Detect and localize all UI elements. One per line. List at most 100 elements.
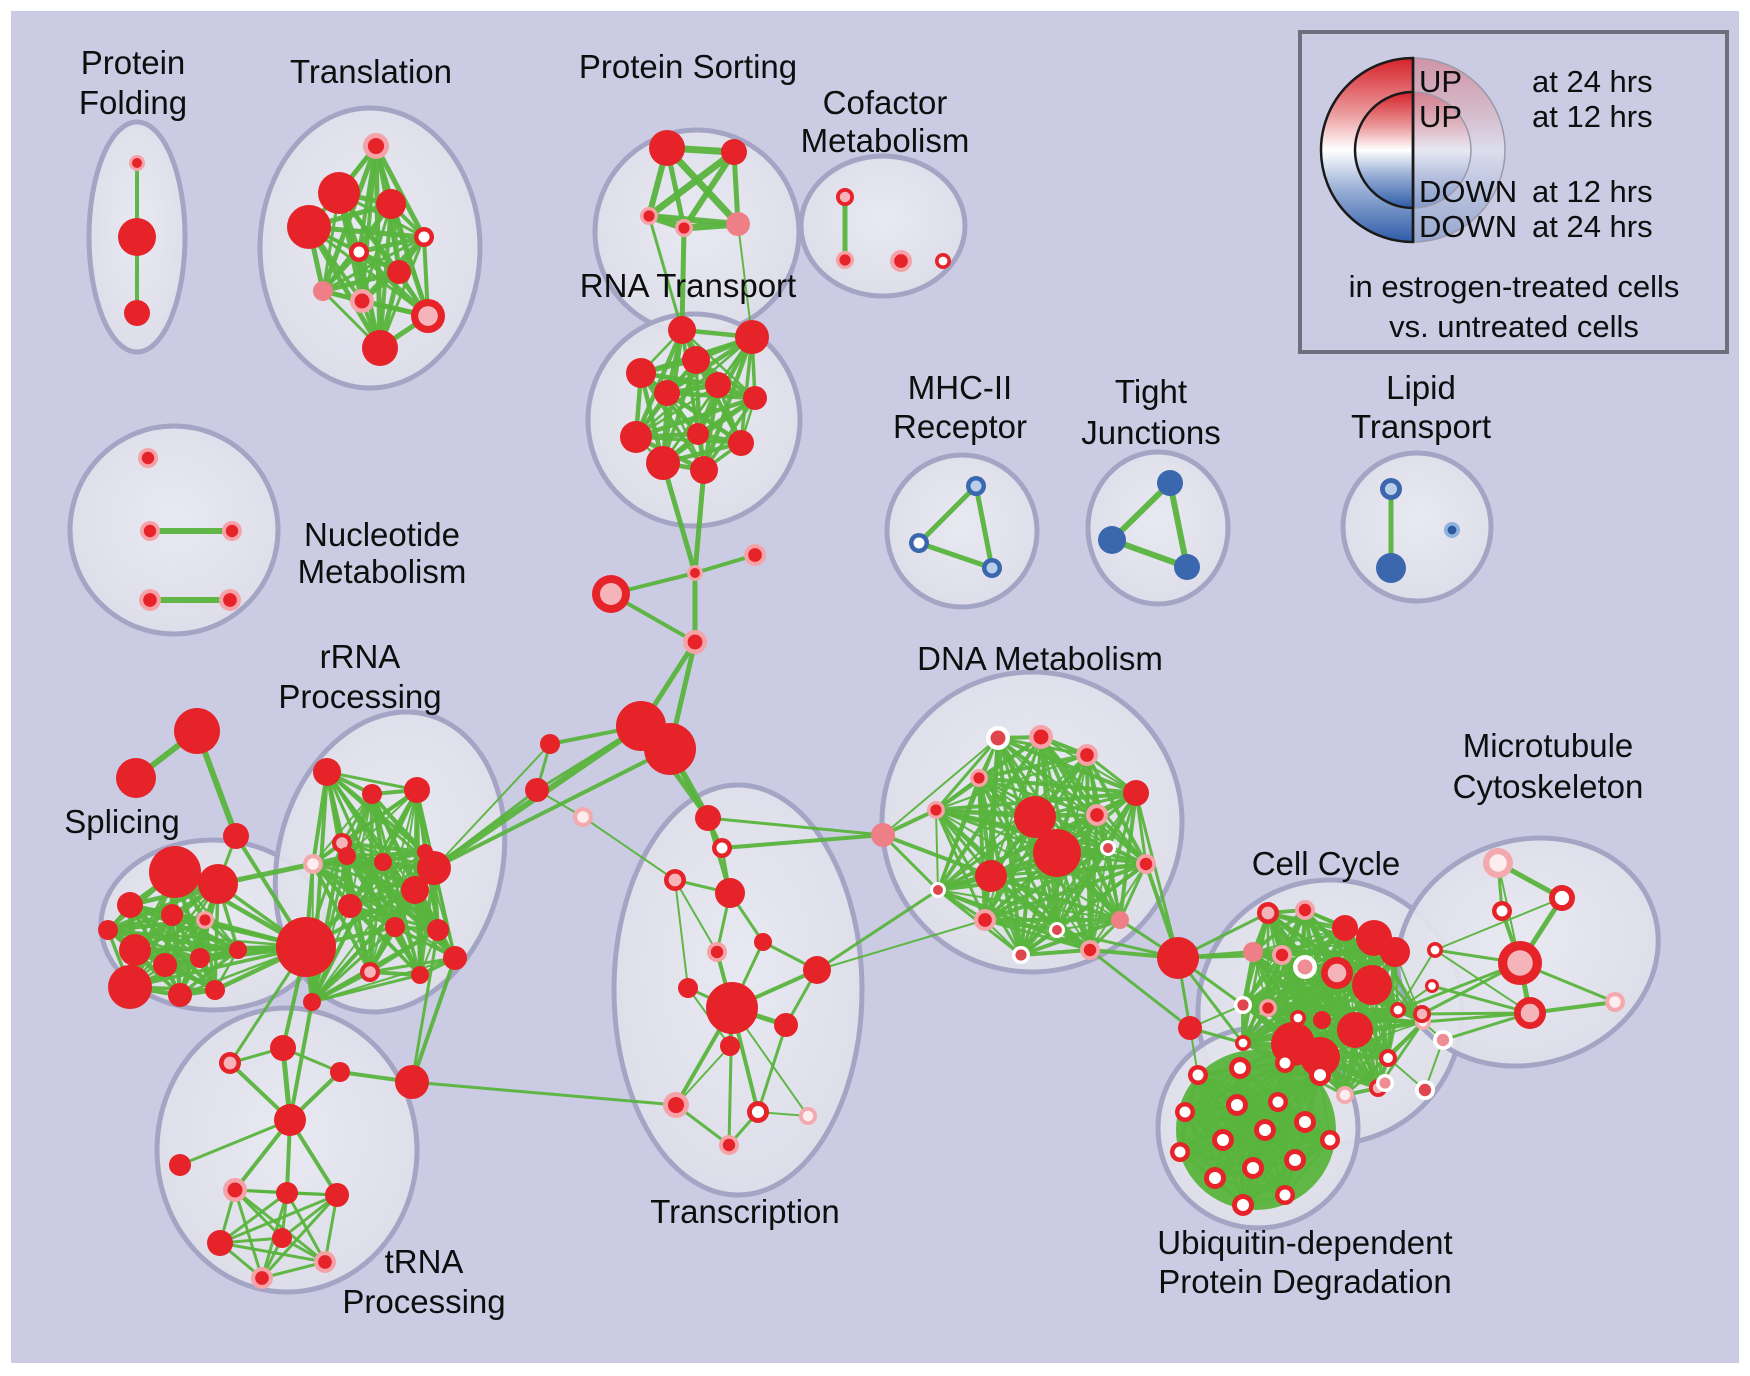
node-red (117, 892, 143, 918)
edge-ub (1183, 1061, 1287, 1114)
edge-cross-tx-dm (815, 888, 940, 972)
edge-mc (1434, 949, 1531, 1014)
node-pink (1243, 942, 1263, 962)
edge-dm (935, 809, 939, 891)
node-red-pinkring-core (973, 772, 985, 784)
node-red (1313, 1011, 1331, 1029)
edge-dm (936, 776, 981, 892)
edge-tn (233, 1188, 327, 1264)
edge-cross-cc-mc (1421, 1011, 1532, 1024)
legend-time-label: at 24 hrs (1532, 209, 1653, 244)
node-ring-lightpink-core (1609, 996, 1621, 1008)
node-red (325, 1183, 349, 1207)
node-red (303, 993, 321, 1011)
cluster-label-cm: Cofactor (823, 84, 948, 121)
edge-cross-tn-rr (288, 1000, 314, 1122)
node-red (1157, 937, 1199, 979)
legend-note: vs. untreated cells (1389, 309, 1639, 344)
edge-dm (1055, 846, 1110, 932)
legend-time-label: at 12 hrs (1532, 174, 1653, 209)
node-blue (1098, 526, 1126, 554)
node-blue (1376, 553, 1406, 583)
node-red-pinkring-core (132, 158, 142, 168)
node-whitering-red-core (1103, 843, 1113, 853)
legend-direction-label: DOWN (1419, 174, 1517, 209)
node-red (774, 1013, 798, 1037)
edge-rr (340, 841, 427, 854)
node-ring-white-core (418, 231, 430, 243)
edge-cc (1251, 936, 1376, 954)
edge-cc (1266, 1006, 1400, 1012)
cluster-label-dm: DNA Metabolism (917, 640, 1163, 677)
edge-dm (1019, 918, 1122, 957)
edge-dm (983, 862, 1148, 922)
node-red (116, 758, 156, 798)
node-blue (1157, 470, 1183, 496)
node-lightbluering-blue-core (1447, 525, 1457, 535)
node-red (318, 172, 360, 214)
node-red (644, 723, 696, 775)
cluster-label-tr: Translation (290, 53, 452, 90)
edge-ub (1184, 1074, 1321, 1113)
node-red-pinkring-core (1090, 808, 1104, 822)
node-ring-white-core (1192, 1069, 1204, 1081)
node-red-pinkring-core (748, 548, 762, 562)
node-red-pinkring-core (318, 1255, 332, 1269)
node-red (168, 983, 192, 1007)
node-red (198, 864, 238, 904)
edge-ub (1235, 1073, 1322, 1107)
edge-cross-cn-rr (410, 956, 457, 1084)
node-red-pinkring-core (143, 593, 157, 607)
node-ring-white-core (938, 256, 948, 266)
edge-cross-cn-dm (1088, 948, 1192, 1030)
edge-tn (260, 1193, 339, 1280)
node-ring-pink-core (1327, 963, 1347, 983)
node-red-pinkring-core (141, 451, 155, 465)
node-red (395, 1065, 429, 1099)
node-ring-pink-core (336, 837, 348, 849)
node-ring-white-core (1246, 1161, 1260, 1175)
node-red (374, 853, 392, 871)
node-red (330, 1062, 350, 1082)
edge-mhc (916, 540, 995, 571)
node-ring-pink-core (418, 306, 438, 326)
cluster-label-pf: Protein (81, 44, 186, 81)
node-ring-white-core (1393, 1005, 1403, 1015)
node-red (720, 1036, 740, 1056)
node-red-pinkring-core (643, 210, 655, 222)
node-ring-pink-core (1520, 1003, 1540, 1023)
node-red-pinkring-core (225, 524, 239, 538)
node-ring-white-core (716, 842, 728, 854)
cluster-label-tn: tRNA (385, 1243, 464, 1280)
node-red (411, 966, 429, 984)
edge-cross-cn-dm (881, 833, 993, 878)
node-red (695, 805, 721, 831)
node-red (690, 456, 718, 484)
node-red (174, 708, 220, 754)
node-ring-white-core (1324, 1134, 1336, 1146)
node-pink (871, 823, 895, 847)
edge-cross-cn-tx (706, 816, 885, 837)
edge-dm (935, 809, 1121, 921)
node-red (646, 446, 680, 480)
edge-tn (233, 1188, 264, 1280)
node-ring-pink-core (668, 873, 682, 887)
edge-dm (934, 736, 1000, 812)
edge-cc (1241, 971, 1339, 1007)
edge-rr (325, 770, 419, 792)
edge-dm (1118, 862, 1148, 922)
node-pink (1111, 911, 1129, 929)
edge-rt (702, 396, 757, 472)
node-ring-white-core (1216, 1133, 1230, 1147)
node-ring-white-core (1208, 1171, 1222, 1185)
edge-cross-cn-dm (881, 833, 940, 892)
edge-dm (1019, 813, 1099, 957)
edge-ub (1241, 1138, 1332, 1207)
edge-rr (310, 860, 385, 1004)
edge-tr (373, 143, 427, 240)
edge-rr (311, 862, 372, 974)
node-red-pinkring-core (1080, 748, 1094, 762)
node-bluering-white-core (913, 537, 925, 549)
